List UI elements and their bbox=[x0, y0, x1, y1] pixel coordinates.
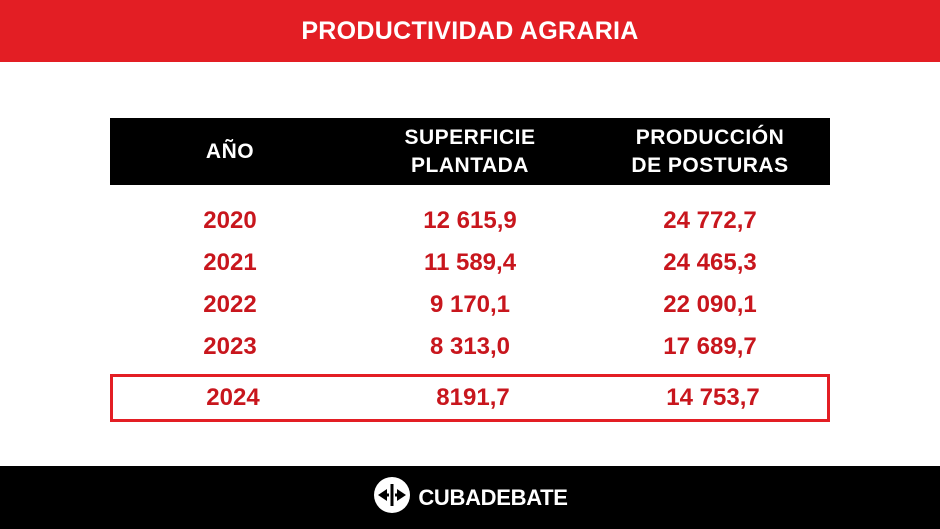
table-row-highlighted: 2024 8191,7 14 753,7 bbox=[110, 374, 830, 422]
cell-production: 14 753,7 bbox=[666, 384, 760, 411]
cell-year: 2020 bbox=[203, 207, 257, 234]
cell-production: 22 090,1 bbox=[663, 291, 757, 318]
page-title: PRODUCTIVIDAD AGRARIA bbox=[301, 16, 639, 45]
cell-surface: 9 170,1 bbox=[429, 291, 511, 318]
footer-banner: CUBADEBATE bbox=[0, 466, 940, 529]
table-header: AÑO SUPERFICIE PLANTADA PRODUCCIÓN DE PO… bbox=[110, 118, 830, 185]
cell-year: 2024 bbox=[206, 384, 260, 411]
table-body: 2020 12 615,9 24 772,7 2021 11 589,4 24 … bbox=[110, 200, 830, 422]
cell-surface: 8191,7 bbox=[436, 384, 510, 411]
table-row: 2020 12 615,9 24 772,7 bbox=[110, 200, 830, 242]
column-header-production: PRODUCCIÓN DE POSTURAS bbox=[631, 125, 789, 177]
cell-year: 2022 bbox=[203, 291, 257, 318]
brand-name: CUBADEBATE bbox=[418, 484, 568, 510]
cell-production: 17 689,7 bbox=[663, 333, 757, 360]
cell-year: 2023 bbox=[203, 333, 257, 360]
data-table: AÑO SUPERFICIE PLANTADA PRODUCCIÓN DE PO… bbox=[110, 118, 830, 422]
cell-surface: 11 589,4 bbox=[423, 249, 517, 276]
cell-year: 2021 bbox=[203, 249, 257, 276]
cell-production: 24 465,3 bbox=[663, 249, 757, 276]
table-row: 2021 11 589,4 24 465,3 bbox=[110, 242, 830, 284]
brand-logo: CUBADEBATE bbox=[372, 475, 568, 520]
cell-surface: 8 313,0 bbox=[429, 333, 511, 360]
table-row: 2023 8 313,0 17 689,7 bbox=[110, 326, 830, 368]
cell-production: 24 772,7 bbox=[663, 207, 757, 234]
cubadebate-arrows-circle-icon bbox=[372, 475, 412, 520]
title-banner: PRODUCTIVIDAD AGRARIA bbox=[0, 0, 940, 62]
column-header-surface: SUPERFICIE PLANTADA bbox=[404, 125, 536, 177]
table-row: 2022 9 170,1 22 090,1 bbox=[110, 284, 830, 326]
cell-surface: 12 615,9 bbox=[423, 207, 517, 234]
column-header-year: AÑO bbox=[205, 139, 255, 163]
